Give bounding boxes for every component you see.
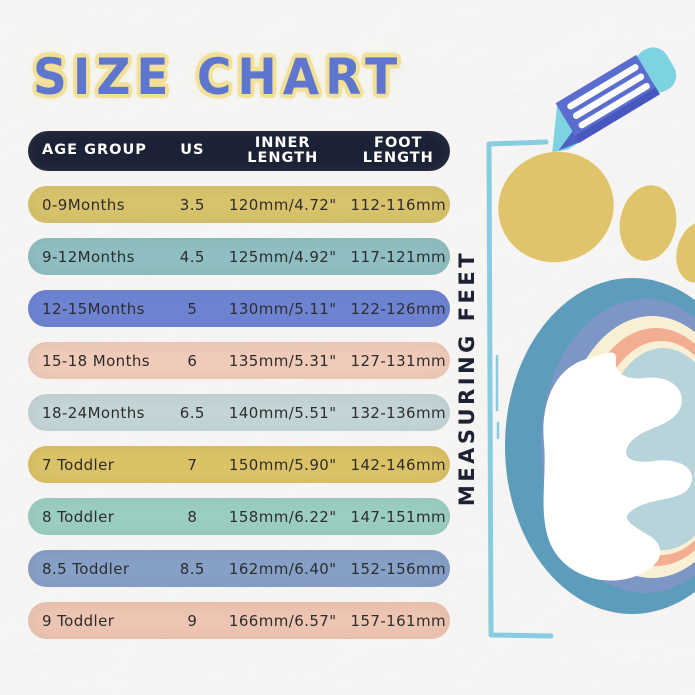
pencil-icon [552,47,677,152]
cell-age-group: 7 Toddler [42,455,115,474]
cell-age-group: 12-15Months [42,299,145,318]
cell-age-group: 9-12Months [42,247,135,266]
cell-age-group: 9 Toddler [42,611,115,630]
table-row: 12-15Months 5 130mm/5.11" 122-126mm [28,290,450,327]
cell-inner-length: 166mm/6.57" [228,611,337,630]
cell-foot-length: 117-121mm [350,247,447,266]
header-age-group: AGE GROUP [42,142,147,159]
cell-age-group: 15-18 Months [42,351,150,370]
cell-foot-length: 127-131mm [350,351,447,370]
header-inner-length: INNER LENGTH [247,134,319,166]
cell-us: 9 [187,611,198,630]
cell-us: 8.5 [179,559,205,578]
table-row: 8 Toddler 8 158mm/6.22" 147-151mm [28,498,450,535]
cell-inner-length: 150mm/5.90" [228,455,337,474]
cell-inner-length: 120mm/4.72" [228,195,337,214]
cell-foot-length: 132-136mm [350,403,447,422]
page-title: SIZE CHART [33,48,404,107]
header-foot-length: FOOT LENGTH [362,134,434,166]
header-us: US [180,142,205,159]
cell-inner-length: 125mm/4.92" [228,247,337,266]
cell-age-group: 18-24Months [42,403,145,422]
table-row: 15-18 Months 6 135mm/5.31" 127-131mm [28,342,450,379]
cell-age-group: 8.5 Toddler [42,559,130,578]
cell-inner-length: 162mm/6.40" [228,559,337,578]
table-row: 0-9Months 3.5 120mm/4.72" 112-116mm [28,186,450,223]
measuring-bracket-icon [486,139,554,639]
table-row: 9-12Months 4.5 125mm/4.92" 117-121mm [28,238,450,275]
table-row: 7 Toddler 7 150mm/5.90" 142-146mm [28,446,450,483]
cell-foot-length: 147-151mm [350,507,447,526]
cell-foot-length: 152-156mm [350,559,447,578]
table-row: 9 Toddler 9 166mm/6.57" 157-161mm [28,602,450,639]
cell-us: 6.5 [179,403,205,422]
table-header-row: AGE GROUP US INNER LENGTH FOOT LENGTH [28,131,450,171]
measuring-feet-label: MEASURING FEET [455,249,479,507]
cell-us: 7 [187,455,198,474]
cell-us: 3.5 [179,195,205,214]
cell-us: 4.5 [179,247,205,266]
cell-age-group: 0-9Months [42,195,125,214]
cell-inner-length: 158mm/6.22" [228,507,337,526]
cell-us: 6 [187,351,198,370]
cell-us: 8 [187,507,198,526]
cell-foot-length: 122-126mm [350,299,447,318]
cell-inner-length: 140mm/5.51" [228,403,337,422]
cell-inner-length: 130mm/5.11" [228,299,337,318]
table-row: 18-24Months 6.5 140mm/5.51" 132-136mm [28,394,450,431]
cell-foot-length: 157-161mm [350,611,447,630]
size-table: AGE GROUP US INNER LENGTH FOOT LENGTH 0-… [28,131,450,639]
cell-age-group: 8 Toddler [42,507,115,526]
cell-foot-length: 142-146mm [350,455,447,474]
cell-foot-length: 112-116mm [350,195,447,214]
cell-inner-length: 135mm/5.31" [228,351,337,370]
table-row: 8.5 Toddler 8.5 162mm/6.40" 152-156mm [28,550,450,587]
cell-us: 5 [187,299,198,318]
